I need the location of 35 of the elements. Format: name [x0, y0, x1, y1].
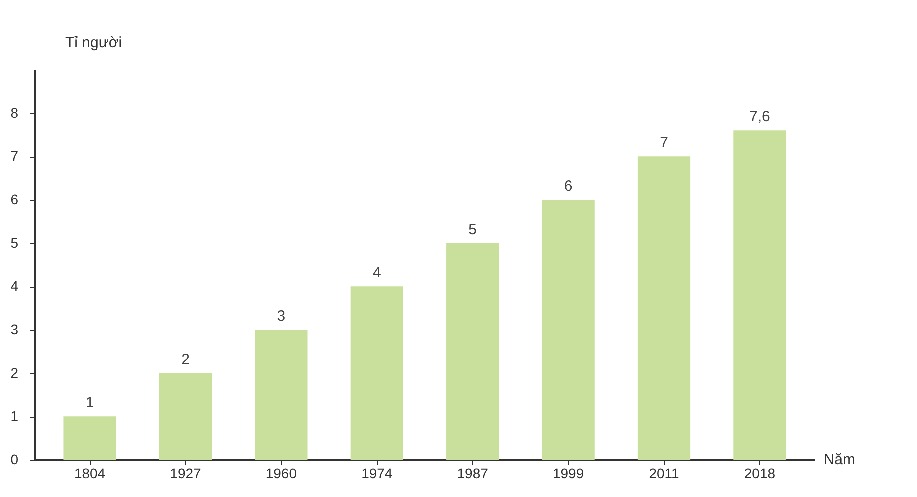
data-label: 6: [564, 178, 573, 195]
x-tick-label: 1804: [74, 466, 106, 482]
data-label: 2: [182, 351, 190, 368]
data-label: 7,6: [750, 108, 770, 126]
x-tick-label: 1987: [457, 466, 489, 482]
bar: [64, 416, 116, 460]
bar: [542, 200, 595, 460]
data-label: 7: [660, 134, 668, 152]
bar: [734, 130, 786, 460]
x-tick-label: 2018: [744, 466, 776, 482]
x-tick-label: 1927: [170, 466, 202, 482]
y-tick-label: 8: [10, 104, 19, 121]
bar: [446, 243, 500, 460]
x-tick-label: 1999: [552, 466, 584, 482]
y-tick-label: 0: [10, 452, 19, 468]
y-tick-label: 1: [10, 408, 19, 424]
x-tick-label: 1960: [266, 466, 298, 482]
bar: [255, 330, 308, 460]
y-axis-title: Tỉ người: [66, 34, 122, 52]
y-tick-label: 6: [10, 192, 19, 208]
bar: [350, 286, 404, 460]
y-tick-label: 4: [10, 278, 19, 294]
bar: [638, 156, 691, 460]
y-tick-label: 2: [10, 364, 19, 381]
data-label: 4: [372, 264, 382, 282]
y-tick-label: 7: [10, 148, 19, 164]
data-label: 5: [468, 221, 478, 238]
data-label: 1: [86, 394, 94, 412]
x-axis-title: Năm: [824, 452, 856, 468]
x-tick-label: 2011: [649, 466, 680, 482]
y-tick-label: 3: [10, 322, 19, 338]
y-tick-label: 5: [10, 234, 19, 251]
data-label: 3: [277, 308, 286, 325]
x-tick-label: 1974: [362, 466, 393, 482]
bar: [159, 373, 212, 460]
